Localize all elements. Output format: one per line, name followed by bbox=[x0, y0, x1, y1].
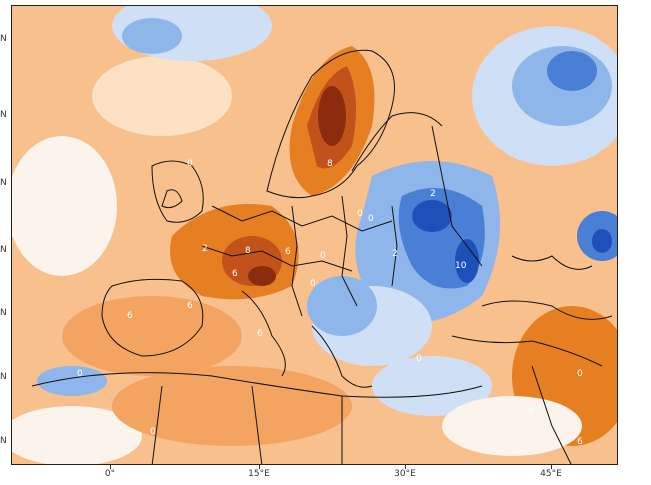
warm-extreme-alps bbox=[248, 266, 276, 286]
border-line-africa bbox=[151, 385, 343, 464]
contour-label: 0 bbox=[150, 427, 156, 437]
y-axis-label: N bbox=[0, 372, 7, 382]
contour-label: 6 bbox=[285, 247, 291, 257]
border-line-3 bbox=[291, 205, 303, 317]
iberia-coast bbox=[101, 278, 204, 357]
warm-extreme-scandinavia bbox=[318, 86, 346, 146]
border-line-8 bbox=[531, 365, 572, 464]
neutral-patch-southwest bbox=[12, 406, 142, 464]
cool-deep-core-1 bbox=[412, 200, 452, 232]
warm-zone-iberia bbox=[62, 296, 242, 376]
contour-label: 2 bbox=[430, 189, 436, 199]
contour-label: 10 bbox=[455, 261, 467, 271]
britain-coast bbox=[151, 160, 204, 223]
light-patch-north-atlantic bbox=[92, 56, 232, 136]
contour-labels: 8 2 8 6 6 0 0 2 2 0 10 0 6 0 6 0 0 0 0 0… bbox=[77, 159, 583, 447]
border-line-2 bbox=[201, 245, 353, 272]
y-axis-label: N bbox=[0, 110, 7, 120]
contour-label: 0 bbox=[416, 354, 422, 364]
contour-label: 2 bbox=[392, 249, 398, 259]
contour-label: 0 bbox=[368, 214, 374, 224]
contour-label: 6 bbox=[577, 437, 583, 447]
warm-zone-north-africa bbox=[112, 366, 352, 446]
contour-label: 2 bbox=[202, 244, 208, 254]
y-axis-label: N bbox=[0, 178, 7, 188]
contour-label: 0 bbox=[357, 209, 363, 219]
neutral-zone-levant bbox=[442, 396, 582, 456]
black-sea-coast bbox=[481, 300, 613, 320]
contour-label: 6 bbox=[127, 311, 133, 321]
x-axis-label: 15°E bbox=[248, 469, 270, 479]
finland-coast bbox=[351, 112, 443, 172]
anomaly-map: 8 2 8 6 6 0 0 2 2 0 10 0 6 0 6 0 0 0 0 0… bbox=[11, 5, 618, 465]
y-axis-label: N bbox=[0, 34, 7, 44]
x-axis-label: 0° bbox=[104, 469, 116, 479]
contour-label: 8 bbox=[245, 246, 251, 256]
greece-coast bbox=[311, 325, 373, 388]
map-canvas: 8 2 8 6 6 0 0 2 2 0 10 0 6 0 6 0 0 0 0 0… bbox=[12, 6, 617, 464]
border-line-5 bbox=[391, 205, 398, 287]
cool-patch-north-mid bbox=[122, 18, 182, 54]
turkey-coast bbox=[451, 335, 603, 367]
contour-label: 0 bbox=[310, 279, 316, 289]
contour-label: 6 bbox=[232, 269, 238, 279]
x-axis-tick bbox=[110, 465, 111, 469]
contour-label: 0 bbox=[320, 251, 326, 261]
y-axis-label: N bbox=[0, 436, 7, 446]
coastlines bbox=[31, 49, 613, 464]
contour-label: 8 bbox=[327, 159, 333, 169]
scandinavia-coast bbox=[266, 49, 395, 199]
border-line-7 bbox=[511, 255, 593, 270]
x-axis-label: 45°E bbox=[540, 469, 562, 479]
x-axis-label: 30°E bbox=[394, 469, 416, 479]
cool-deep-caspian bbox=[592, 229, 612, 253]
contour-label: 6 bbox=[257, 329, 263, 339]
contour-label: 0 bbox=[187, 159, 193, 169]
border-line-4 bbox=[341, 195, 358, 307]
cool-zone-east-med bbox=[372, 356, 492, 416]
ireland-coast bbox=[161, 189, 183, 209]
x-axis-tick bbox=[259, 465, 260, 469]
italy-coast bbox=[241, 290, 286, 377]
contour-label: 0 bbox=[77, 369, 83, 379]
contour-label: 6 bbox=[187, 301, 193, 311]
north-africa-coast bbox=[31, 372, 483, 398]
contour-label: 0 bbox=[577, 369, 583, 379]
border-line-1 bbox=[211, 205, 393, 232]
cool-deep-core-2 bbox=[455, 239, 479, 283]
y-axis-label: N bbox=[0, 245, 7, 255]
y-axis-label: N bbox=[0, 308, 7, 318]
border-line-6 bbox=[431, 125, 483, 267]
cool-patch-west-med bbox=[37, 366, 107, 396]
x-axis-tick bbox=[551, 465, 552, 469]
contour-label: 0 bbox=[528, 407, 534, 417]
x-axis-tick bbox=[405, 465, 406, 469]
cool-strong-russia bbox=[547, 51, 597, 91]
cool-mid-balkans bbox=[307, 276, 377, 336]
neutral-patch-atlantic bbox=[12, 136, 117, 276]
